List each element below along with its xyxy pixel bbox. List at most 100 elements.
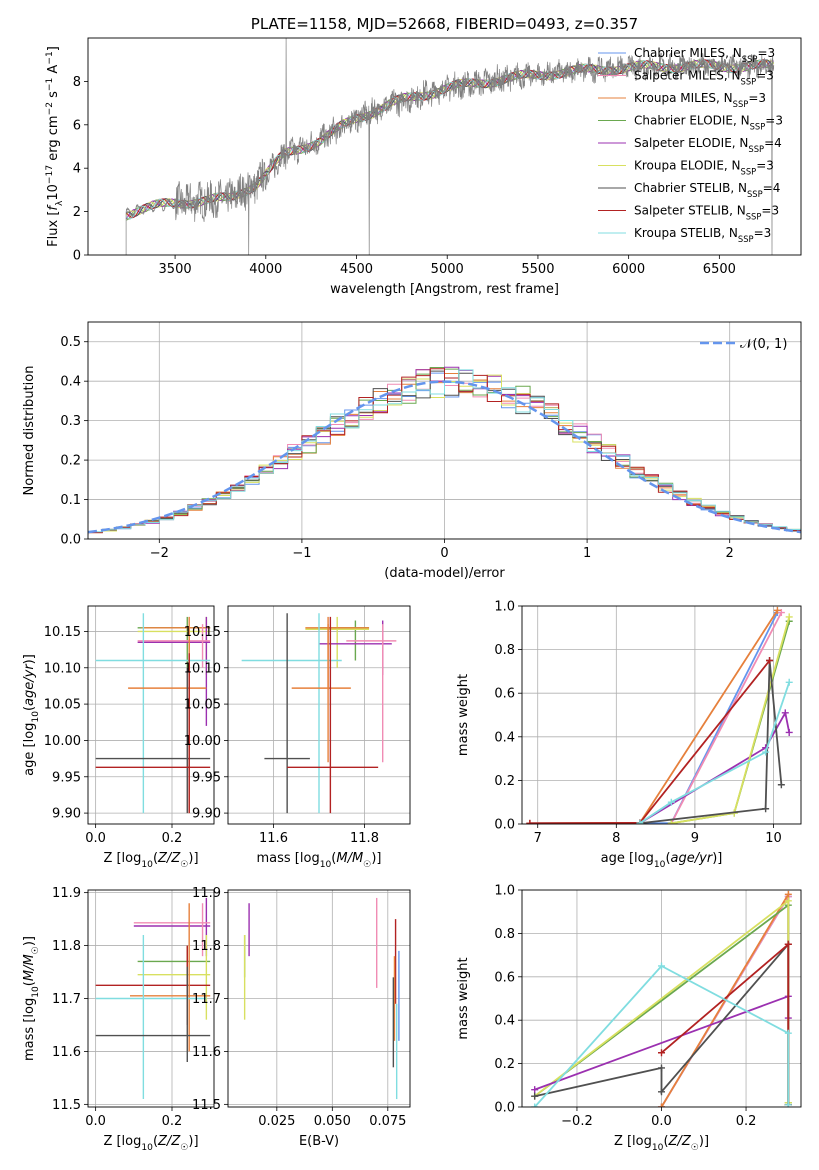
- axes-weight_vs_age: 7 8 9 10 0.0 0.2 0.4 0.6 0.8 1.0 age [log10(age/yr…: [456, 600, 802, 870]
- weight-line: [529, 659, 771, 824]
- weight-marker: [531, 1092, 539, 1100]
- x-tick-label: 9: [691, 831, 699, 846]
- x-axis-label: mass [log10(M/M☉)]: [257, 851, 382, 870]
- y-tick-label: 10.05: [44, 698, 81, 713]
- weight-marker: [777, 781, 785, 789]
- y-tick-label: 0.6: [494, 687, 515, 702]
- x-axis-label: (data-model)/error: [384, 566, 505, 581]
- axes-age_vs_Z: 0.0 0.2 9.90 9.95 10.00 10.05 10.10 10.15 Z [log…: [22, 605, 215, 870]
- gaussian-curve: [88, 380, 801, 534]
- y-tick-label: 11.6: [192, 1045, 221, 1060]
- y-tick-label: 10.10: [44, 661, 81, 676]
- weight-marker: [531, 1086, 539, 1094]
- weight-marker: [658, 1103, 665, 1107]
- x-tick-label: 8: [612, 831, 620, 846]
- x-tick-label: 0.2: [736, 1114, 757, 1129]
- y-axis-label: age [log10(age/yr)]: [22, 654, 41, 776]
- y-axis-label: mass weight: [456, 957, 471, 1039]
- plot-area: [228, 606, 410, 824]
- axes-frame: [87, 37, 802, 256]
- x-tick-label: 11.6: [259, 831, 288, 846]
- y-tick-label: 9.90: [192, 807, 221, 822]
- y-tick-label: 0.4: [494, 1014, 515, 1029]
- y-tick-label: 11.6: [52, 1045, 81, 1060]
- x-axis-label: wavelength [Angstrom, rest frame]: [330, 282, 559, 297]
- y-tick-label: 11.8: [192, 939, 221, 954]
- x-tick-label: −0.2: [561, 1114, 593, 1129]
- x-axis-label: Z [log10(Z/Z☉)]: [614, 1134, 709, 1153]
- axes-residuals: −2 −1 0 1 2 0.0 0.1 0.2 0.3 0.4 0.5 (data-model)/er…: [22, 321, 802, 581]
- axes-frame: [227, 605, 411, 825]
- weight-line: [670, 612, 783, 824]
- legend-label: Kroupa ELODIE, NSSP=3: [634, 159, 774, 177]
- x-tick-label: 0.2: [162, 1114, 183, 1129]
- weight-marker: [784, 1101, 792, 1107]
- weight-marker: [785, 678, 793, 686]
- weight-marker: [526, 819, 534, 824]
- y-tick-label: 11.8: [52, 939, 81, 954]
- axes-frame: [87, 321, 802, 540]
- x-tick-label: 0.2: [162, 831, 183, 846]
- y-tick-label: 9.95: [52, 770, 81, 785]
- weight-line: [660, 942, 790, 1105]
- axes-frame: [87, 889, 215, 1108]
- y-tick-label: 0.0: [494, 1101, 515, 1116]
- x-tick-label: 5500: [521, 262, 554, 277]
- y-tick-label: 11.7: [52, 992, 81, 1007]
- weight-marker: [784, 940, 792, 948]
- y-tick-label: 10.00: [184, 734, 221, 749]
- plot-area: [228, 890, 410, 1107]
- plot-area: [88, 322, 801, 539]
- x-tick-label: 6000: [612, 262, 645, 277]
- legend-label: Chabrier ELODIE, NSSP=3: [634, 114, 783, 132]
- plot-area: [88, 890, 214, 1107]
- weight-marker: [777, 609, 785, 617]
- x-tick-label: 11.8: [350, 831, 379, 846]
- y-tick-label: 9.95: [192, 770, 221, 785]
- x-tick-label: 4000: [249, 262, 282, 277]
- x-tick-label: 0.050: [314, 1114, 351, 1129]
- axes-mass_vs_ebv: 0.025 0.050 0.075 11.5 11.6 11.7 11.8 11.9 E(B-V…: [192, 886, 411, 1149]
- legend-label: Chabrier STELIB, NSSP=4: [634, 181, 780, 199]
- y-tick-label: 0.3: [60, 414, 81, 429]
- y-tick-label: 0.8: [494, 927, 515, 942]
- axes-frame: [521, 889, 802, 1108]
- x-tick-label: 1: [583, 546, 591, 561]
- axes-weight_vs_Z: −0.2 0.0 0.2 0.0 0.2 0.4 0.6 0.8 1.0 Z [log10(Z/Z…: [456, 884, 802, 1153]
- weight-marker: [784, 1029, 792, 1037]
- y-tick-label: 8: [73, 75, 81, 90]
- weight-marker: [531, 1103, 539, 1107]
- weight-marker: [636, 819, 644, 824]
- y-tick-label: 10.15: [184, 625, 221, 640]
- y-tick-label: 0.2: [494, 1057, 515, 1072]
- y-axis-label: mass [log10(M/M☉)]: [22, 936, 41, 1061]
- y-axis-label: mass weight: [456, 674, 471, 756]
- y-tick-label: 0.2: [494, 774, 515, 789]
- y-tick-label: 1.0: [494, 600, 515, 615]
- axes-age_vs_mass: 11.6 11.8 9.90 9.95 10.00 10.05 10.10 10.15 mass…: [184, 605, 411, 870]
- chart-title: PLATE=1158, MJD=52668, FIBERID=0493, z=0…: [251, 15, 638, 33]
- y-tick-label: 11.9: [52, 886, 81, 901]
- y-tick-label: 10.10: [184, 661, 221, 676]
- plot-area: [125, 38, 775, 255]
- weight-marker: [667, 798, 675, 806]
- y-tick-label: 6: [73, 118, 81, 133]
- y-tick-label: 0.1: [60, 493, 81, 508]
- x-tick-label: 0: [440, 546, 448, 561]
- axes-frame: [521, 605, 802, 825]
- legend-label: Kroupa STELIB, NSSP=3: [634, 226, 771, 244]
- weight-marker: [658, 1088, 665, 1096]
- weight-line: [660, 891, 790, 1107]
- observed-spectrum-line: [125, 38, 775, 255]
- x-tick-label: −1: [292, 546, 311, 561]
- y-tick-label: 11.5: [192, 1098, 221, 1113]
- x-tick-label: 2: [726, 546, 734, 561]
- y-tick-label: 10.15: [44, 625, 81, 640]
- legend-label: Salpeter MILES, NSSP=3: [634, 69, 774, 87]
- y-tick-label: 0.4: [494, 730, 515, 745]
- weight-marker: [667, 819, 675, 824]
- x-tick-label: 6500: [703, 262, 736, 277]
- x-tick-label: 7: [534, 831, 542, 846]
- x-axis-label: age [log10(age/yr)]: [601, 851, 723, 870]
- x-tick-label: 3500: [159, 262, 192, 277]
